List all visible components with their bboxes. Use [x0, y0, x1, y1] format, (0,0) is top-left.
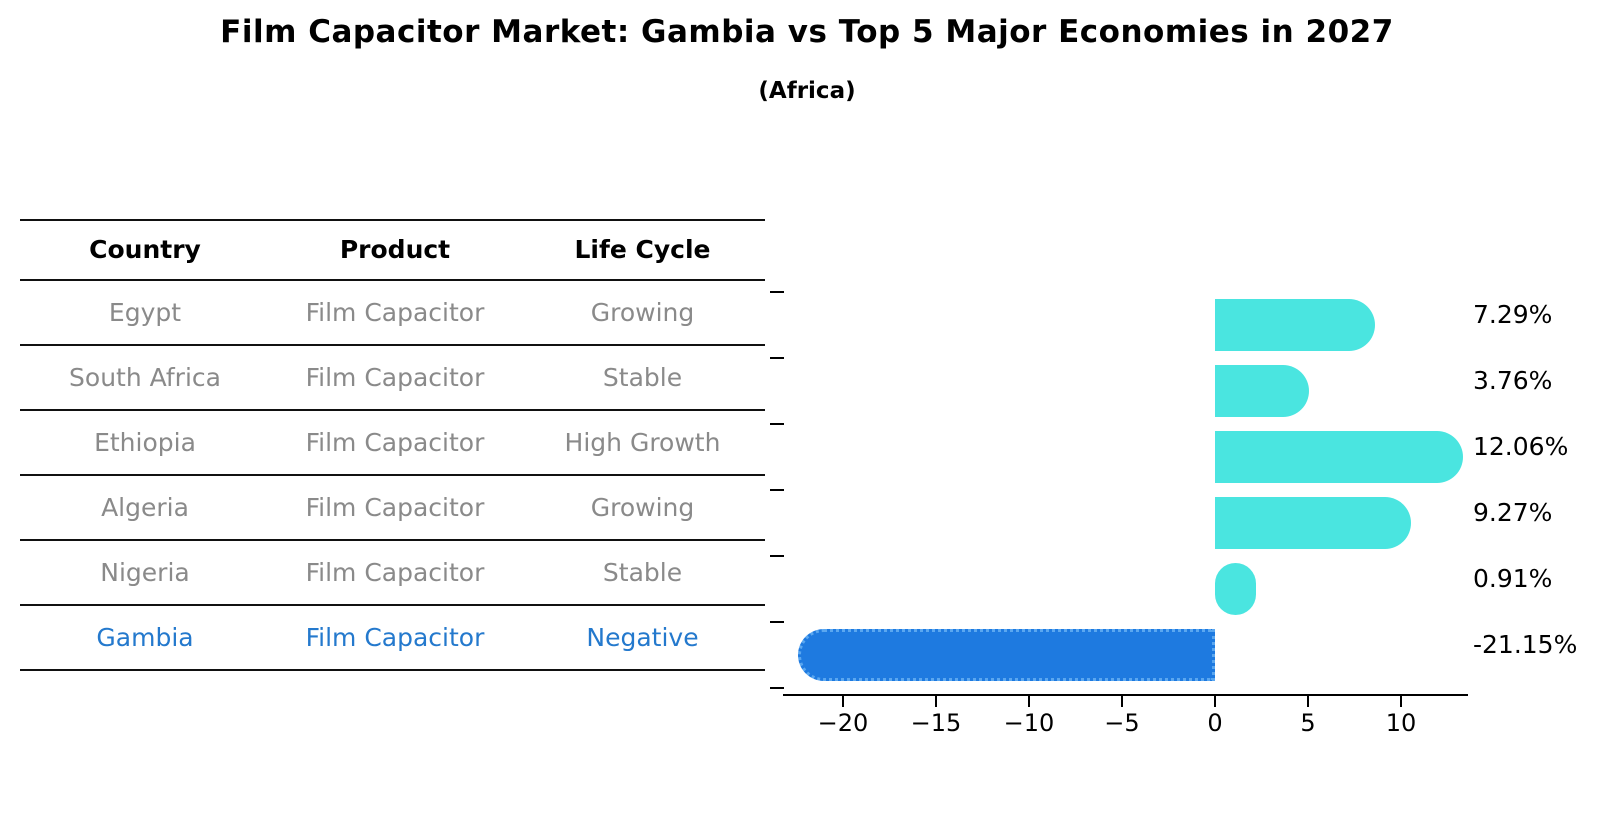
bar-algeria — [1215, 497, 1412, 549]
bar-value-label-south-africa: 3.76% — [1473, 366, 1553, 395]
x-tick-label: −5 — [1104, 709, 1140, 737]
bar-value-label-algeria: 9.27% — [1473, 498, 1553, 527]
table-cell-country: Egypt — [108, 298, 182, 327]
table-cell-life-cycle: Stable — [602, 363, 683, 392]
table-header-country: Country — [89, 235, 201, 264]
bar-gambia — [797, 629, 1215, 681]
table-row-south-africa: South Africa Film Capacitor Stable — [20, 346, 765, 411]
data-table: Country Product Life Cycle Egypt Film Cap… — [20, 219, 765, 671]
y-tick — [770, 423, 784, 425]
bar-value-label-ethiopia: 12.06% — [1473, 432, 1569, 461]
y-tick — [770, 687, 784, 689]
table-cell-product: Film Capacitor — [305, 363, 485, 392]
bar-nigeria — [1215, 563, 1256, 615]
bar-value-label-egypt: 7.29% — [1473, 300, 1553, 329]
table-row-nigeria: Nigeria Film Capacitor Stable — [20, 541, 765, 606]
x-tick — [1028, 696, 1030, 707]
table-cell-country: Ethiopia — [94, 428, 196, 457]
x-axis-line — [783, 694, 1468, 696]
x-tick — [842, 696, 844, 707]
x-tick-label: 10 — [1385, 709, 1417, 737]
y-tick — [770, 357, 784, 359]
x-tick-label: −20 — [817, 709, 869, 737]
table-cell-product: Film Capacitor — [305, 623, 485, 652]
x-tick — [1307, 696, 1309, 707]
table-header-product: Product — [339, 235, 451, 264]
table-cell-country: Gambia — [96, 623, 194, 652]
table-cell-product: Film Capacitor — [305, 428, 485, 457]
table-row-algeria: Algeria Film Capacitor Growing — [20, 476, 765, 541]
table-header-row: Country Product Life Cycle — [20, 219, 765, 281]
table-row-gambia: Gambia Film Capacitor Negative — [20, 606, 765, 671]
x-tick — [1121, 696, 1123, 707]
table-cell-country: South Africa — [69, 363, 221, 392]
table-cell-life-cycle: Growing — [590, 298, 695, 327]
y-tick — [770, 291, 784, 293]
y-tick — [770, 621, 784, 623]
bar-ethiopia — [1215, 431, 1464, 483]
y-tick — [770, 489, 784, 491]
x-tick — [1214, 696, 1216, 707]
bar-value-label-nigeria: 0.91% — [1473, 564, 1553, 593]
table-cell-product: Film Capacitor — [305, 558, 485, 587]
x-tick-label: 0 — [1207, 709, 1223, 737]
table-cell-life-cycle: Stable — [602, 558, 683, 587]
table-cell-country: Algeria — [101, 493, 189, 522]
table-cell-life-cycle: High Growth — [564, 428, 721, 457]
table-header-life-cycle: Life Cycle — [574, 235, 711, 264]
x-tick-label: −15 — [910, 709, 962, 737]
table-cell-country: Nigeria — [100, 558, 190, 587]
table-cell-life-cycle: Negative — [586, 623, 699, 652]
table-row-ethiopia: Ethiopia Film Capacitor High Growth — [20, 411, 765, 476]
chart-title: Film Capacitor Market: Gambia vs Top 5 M… — [220, 14, 1394, 50]
table-cell-product: Film Capacitor — [305, 493, 485, 522]
x-tick — [1400, 696, 1402, 707]
table-row-egypt: Egypt Film Capacitor Growing — [20, 281, 765, 346]
chart-subtitle: (Africa) — [758, 78, 856, 104]
y-tick — [770, 555, 784, 557]
x-tick-label: −10 — [1003, 709, 1055, 737]
bar-egypt — [1215, 299, 1375, 351]
bar-south-africa — [1215, 365, 1309, 417]
table-cell-product: Film Capacitor — [305, 298, 485, 327]
bar-value-label-gambia: -21.15% — [1473, 630, 1578, 659]
table-cell-life-cycle: Growing — [590, 493, 695, 522]
x-tick-label: 5 — [1300, 709, 1316, 737]
x-tick — [935, 696, 937, 707]
